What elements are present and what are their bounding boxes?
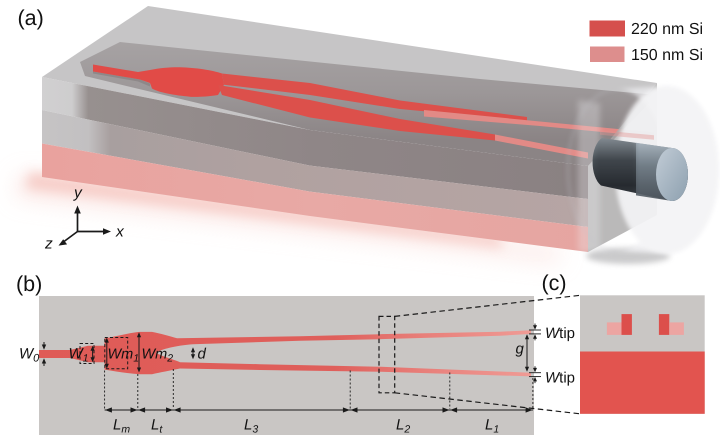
svg-text:Wm2: Wm2 [142, 347, 174, 365]
svg-text:z: z [44, 236, 53, 253]
svg-text:Wtip: Wtip [545, 370, 575, 387]
svg-text:d: d [198, 346, 207, 363]
svg-text:y: y [73, 185, 83, 202]
svg-text:g: g [516, 341, 525, 358]
svg-text:Wtip: Wtip [545, 325, 575, 342]
svg-text:(c): (c) [542, 271, 567, 295]
svg-text:150 nm Si: 150 nm Si [631, 47, 703, 64]
svg-text:(a): (a) [18, 6, 44, 30]
svg-text:220 nm Si: 220 nm Si [631, 21, 703, 38]
svg-text:Wm1: Wm1 [108, 347, 140, 365]
svg-text:W0: W0 [19, 346, 40, 365]
svg-text:x: x [115, 224, 125, 241]
svg-text:(b): (b) [16, 272, 42, 296]
